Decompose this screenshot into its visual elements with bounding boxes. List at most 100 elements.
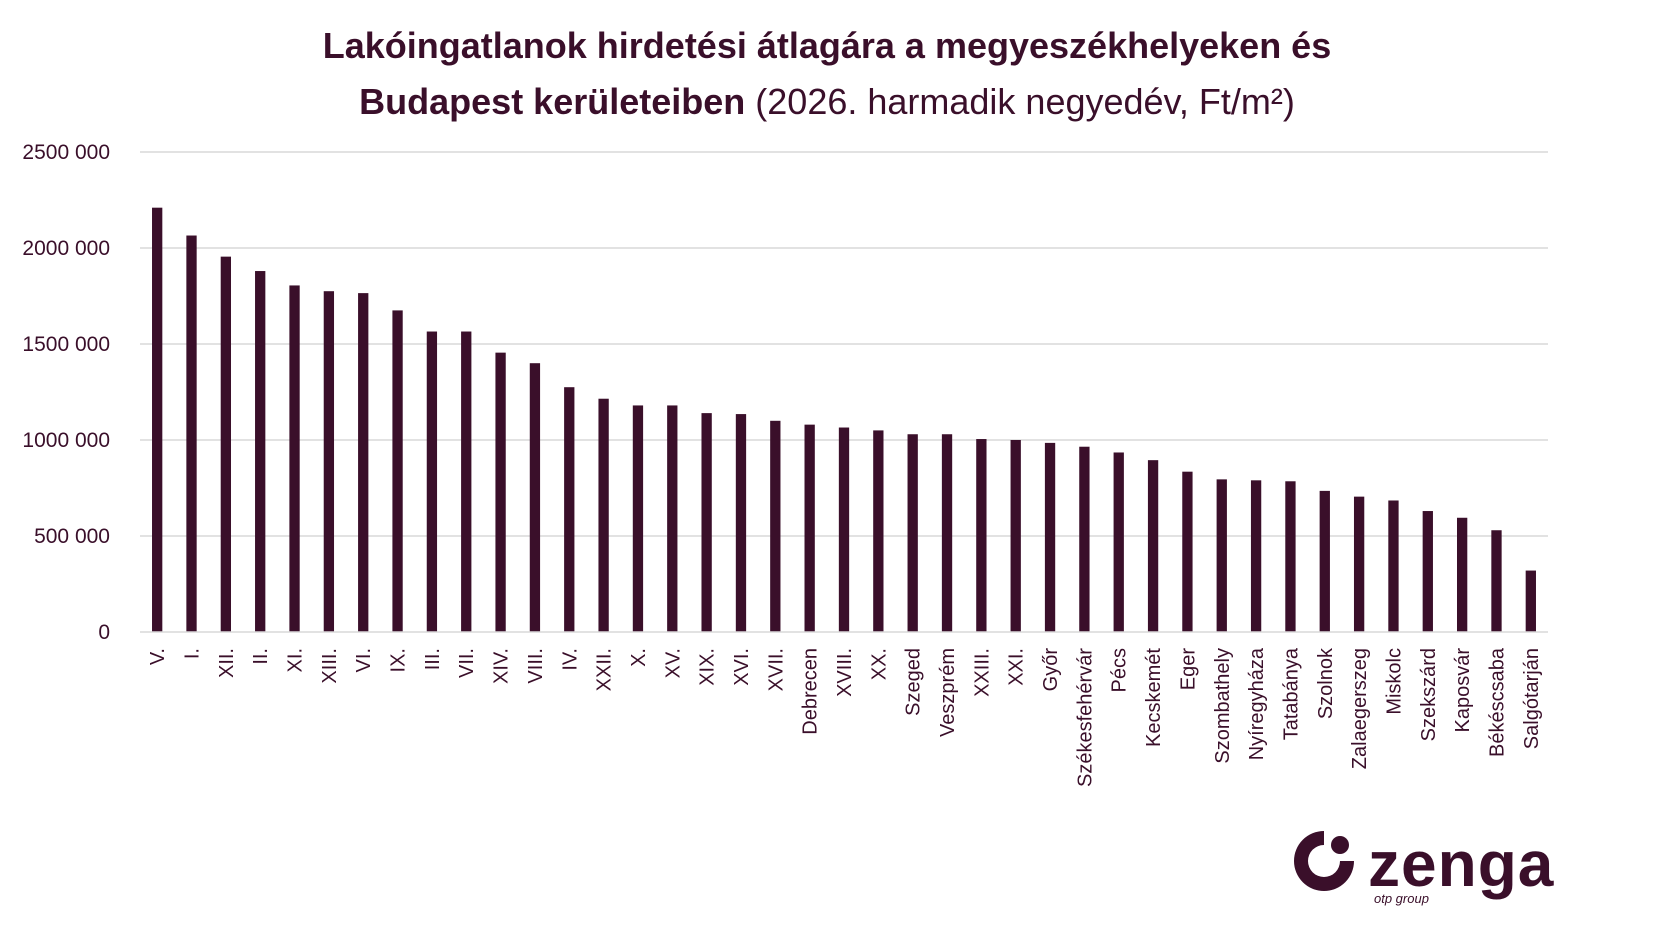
x-tick-label: Szekszárd <box>1418 648 1440 741</box>
bar <box>358 293 369 632</box>
x-tick-label: Salgótarján <box>1521 648 1543 749</box>
bar <box>1353 496 1365 632</box>
chart-subtitle: (2026. harmadik negyedév, Ft/m²) <box>755 81 1295 122</box>
x-axis-tick-labels: V. I. XII. II. XI. XIII. VI. IX. III. VII. XIV. VII… <box>147 647 1543 787</box>
x-tick-label: Szeged <box>903 648 925 716</box>
logo-subtext: otp group <box>1374 891 1429 906</box>
x-tick-label: Kaposvár <box>1452 648 1474 733</box>
bar <box>735 414 747 632</box>
bar <box>1491 530 1502 632</box>
bars <box>152 207 1536 632</box>
x-tick-label: Szolnok <box>1315 647 1337 719</box>
x-tick-label: XIX. <box>697 648 719 686</box>
x-tick-label: Zalaegerszeg <box>1349 648 1371 769</box>
x-tick-label: Győr <box>1040 648 1062 692</box>
bar <box>907 434 918 632</box>
bar <box>255 271 266 632</box>
bar <box>632 405 644 632</box>
x-tick-label: III. <box>422 648 444 670</box>
bar <box>1250 480 1262 632</box>
bar <box>941 434 953 632</box>
bar <box>392 310 403 632</box>
x-tick-label: XII. <box>216 648 238 678</box>
x-tick-label: Eger <box>1177 648 1199 691</box>
x-tick-label: Székesfehérvár <box>1074 648 1096 787</box>
x-tick-label: IV. <box>559 648 581 671</box>
bar <box>1182 471 1193 632</box>
zenga-logo: zenga otp group <box>1288 823 1558 913</box>
y-axis-tick-labels: 0 500 000 1000 000 1500 000 2000 000 2500 000 <box>22 141 110 644</box>
bar <box>1147 460 1159 632</box>
x-tick-label: Tatabánya <box>1280 647 1302 740</box>
bar <box>701 413 712 632</box>
x-tick-label: XXI. <box>1006 648 1028 686</box>
y-tick-label: 1000 000 <box>22 429 110 452</box>
bar <box>667 405 678 632</box>
chart-title: Lakóingatlanok hirdetési átlagára a megy… <box>0 18 1654 130</box>
x-tick-label: XIV. <box>491 648 513 684</box>
x-tick-label: X. <box>628 648 650 667</box>
bar <box>564 387 575 632</box>
bar <box>529 363 541 632</box>
bar <box>1388 500 1399 632</box>
x-tick-label: IX. <box>388 648 410 672</box>
x-tick-label: XXIII. <box>971 648 993 697</box>
x-tick-label: Kecskemét <box>1143 648 1165 747</box>
y-tick-label: 0 <box>98 621 110 644</box>
bar <box>1285 481 1296 632</box>
bar <box>1079 446 1090 632</box>
bar <box>1010 440 1021 632</box>
logo-wordmark: zenga <box>1368 828 1555 900</box>
bar <box>289 285 300 632</box>
bar <box>1525 570 1536 632</box>
x-tick-label: V. <box>147 648 169 665</box>
x-tick-label: Veszprém <box>937 648 959 737</box>
bar <box>426 331 438 632</box>
y-tick-label: 2000 000 <box>22 237 110 260</box>
chart-title-line-2: Budapest kerületeiben (2026. harmadik ne… <box>0 74 1654 130</box>
x-tick-label: XI. <box>285 648 307 672</box>
chart-title-line-1: Lakóingatlanok hirdetési átlagára a megy… <box>322 25 1332 66</box>
x-tick-label: Debrecen <box>800 648 822 735</box>
bar <box>838 427 850 632</box>
bar <box>598 398 609 632</box>
bar <box>152 207 163 632</box>
chart-title-bold-part: Budapest kerületeiben <box>359 81 746 122</box>
bar <box>1113 452 1124 632</box>
x-tick-label: VI. <box>353 648 375 672</box>
bar <box>1319 490 1330 632</box>
x-tick-label: XVIII. <box>834 648 856 697</box>
x-tick-label: VIII. <box>525 648 547 684</box>
x-tick-label: I. <box>182 648 204 659</box>
x-tick-label: Pécs <box>1109 648 1131 692</box>
gridlines <box>140 151 1548 537</box>
bar <box>461 331 472 632</box>
x-tick-label: Miskolc <box>1383 648 1405 715</box>
bar <box>495 352 506 632</box>
x-tick-label: Szombathely <box>1212 648 1234 764</box>
bar <box>1456 517 1468 632</box>
x-tick-label: Békéscsaba <box>1486 647 1508 757</box>
x-tick-label: XXII. <box>594 648 616 691</box>
y-tick-label: 500 000 <box>34 525 110 548</box>
x-tick-label: VII. <box>456 648 478 678</box>
bar <box>220 256 232 632</box>
y-tick-label: 2500 000 <box>22 141 110 164</box>
bar <box>1044 442 1056 632</box>
y-tick-label: 1500 000 <box>22 333 110 356</box>
bar <box>1422 511 1433 632</box>
zenga-logo-mark-icon <box>1294 831 1354 891</box>
bar <box>1216 479 1227 632</box>
bar <box>873 430 884 632</box>
bar <box>770 420 781 632</box>
x-tick-label: XVI. <box>731 648 753 686</box>
x-tick-label: II. <box>250 648 272 665</box>
x-tick-label: XV. <box>662 648 684 678</box>
bar <box>323 291 335 632</box>
bar <box>976 439 987 632</box>
bar <box>186 235 197 632</box>
x-tick-label: XIII. <box>319 648 341 684</box>
x-tick-label: XX. <box>868 648 890 680</box>
x-tick-label: Nyíregyháza <box>1246 647 1268 760</box>
